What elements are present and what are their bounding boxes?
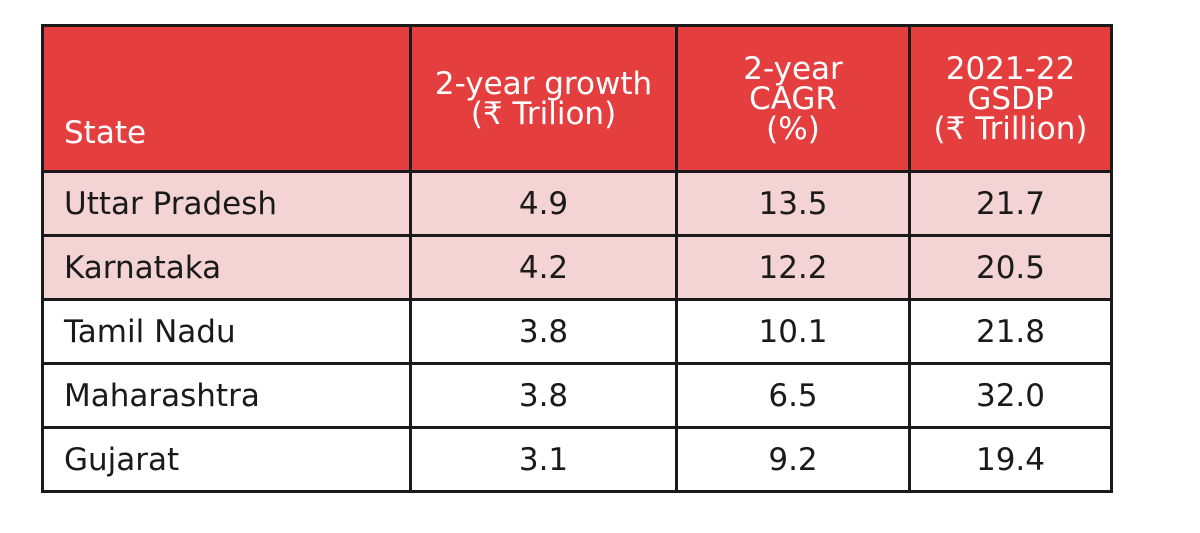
header-cagr-line: 2-year xyxy=(743,50,843,87)
cell-growth: 4.2 xyxy=(409,234,678,301)
header-cagr: 2-year CAGR (%) xyxy=(675,24,911,173)
gsdp-growth-table: State 2-year growth (₹ Trilion) 2-year C… xyxy=(41,24,1113,493)
cell-cagr: 10.1 xyxy=(675,298,911,365)
cell-growth: 3.8 xyxy=(409,362,678,429)
header-gsdp-line: (₹ Trillion) xyxy=(933,110,1088,147)
table-row: Uttar Pradesh 4.9 13.5 21.7 xyxy=(41,170,1113,237)
table-row: Maharashtra 3.8 6.5 32.0 xyxy=(41,362,1113,429)
header-growth-line: 2-year growth xyxy=(434,65,653,102)
cell-gsdp: 32.0 xyxy=(908,362,1113,429)
cell-gsdp: 19.4 xyxy=(908,426,1113,493)
cell-gsdp: 21.7 xyxy=(908,170,1113,237)
table-row: Tamil Nadu 3.8 10.1 21.8 xyxy=(41,298,1113,365)
table-row: Karnataka 4.2 12.2 20.5 xyxy=(41,234,1113,301)
cell-state: Gujarat xyxy=(41,426,412,493)
cell-growth: 4.9 xyxy=(409,170,678,237)
cell-state: Maharashtra xyxy=(41,362,412,429)
cell-state: Uttar Pradesh xyxy=(41,170,412,237)
header-gsdp-line: 2021-22 xyxy=(945,50,1076,87)
header-state-line: State xyxy=(64,115,147,151)
header-gsdp: 2021-22 GSDP (₹ Trillion) xyxy=(908,24,1113,173)
header-cagr-line: (%) xyxy=(766,110,820,147)
cell-cagr: 12.2 xyxy=(675,234,911,301)
cell-cagr: 9.2 xyxy=(675,426,911,493)
header-growth: 2-year growth (₹ Trilion) xyxy=(409,24,678,173)
cell-cagr: 13.5 xyxy=(675,170,911,237)
header-row: State 2-year growth (₹ Trilion) 2-year C… xyxy=(41,24,1113,173)
header-growth-line: (₹ Trilion) xyxy=(470,95,617,132)
cell-growth: 3.8 xyxy=(409,298,678,365)
header-gsdp-line: GSDP xyxy=(967,80,1054,117)
table-body: Uttar Pradesh 4.9 13.5 21.7 Karnataka 4.2 12.2… xyxy=(41,170,1113,493)
cell-state: Karnataka xyxy=(41,234,412,301)
cell-state: Tamil Nadu xyxy=(41,298,412,365)
cell-cagr: 6.5 xyxy=(675,362,911,429)
table-row: Gujarat 3.1 9.2 19.4 xyxy=(41,426,1113,493)
cell-gsdp: 20.5 xyxy=(908,234,1113,301)
table-header: State 2-year growth (₹ Trilion) 2-year C… xyxy=(41,24,1113,173)
header-state: State xyxy=(41,24,412,173)
header-cagr-line: CAGR xyxy=(749,80,837,117)
cell-growth: 3.1 xyxy=(409,426,678,493)
cell-gsdp: 21.8 xyxy=(908,298,1113,365)
